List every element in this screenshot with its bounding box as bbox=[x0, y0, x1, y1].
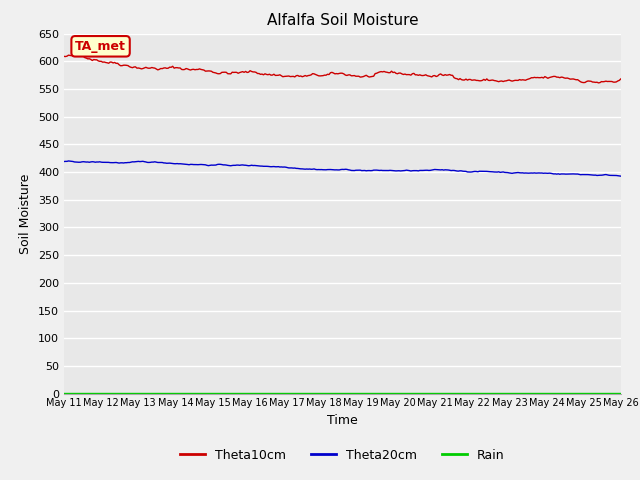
Legend: Theta10cm, Theta20cm, Rain: Theta10cm, Theta20cm, Rain bbox=[175, 444, 509, 467]
X-axis label: Time: Time bbox=[327, 414, 358, 427]
Title: Alfalfa Soil Moisture: Alfalfa Soil Moisture bbox=[267, 13, 418, 28]
Text: TA_met: TA_met bbox=[75, 40, 126, 53]
Y-axis label: Soil Moisture: Soil Moisture bbox=[19, 173, 33, 254]
